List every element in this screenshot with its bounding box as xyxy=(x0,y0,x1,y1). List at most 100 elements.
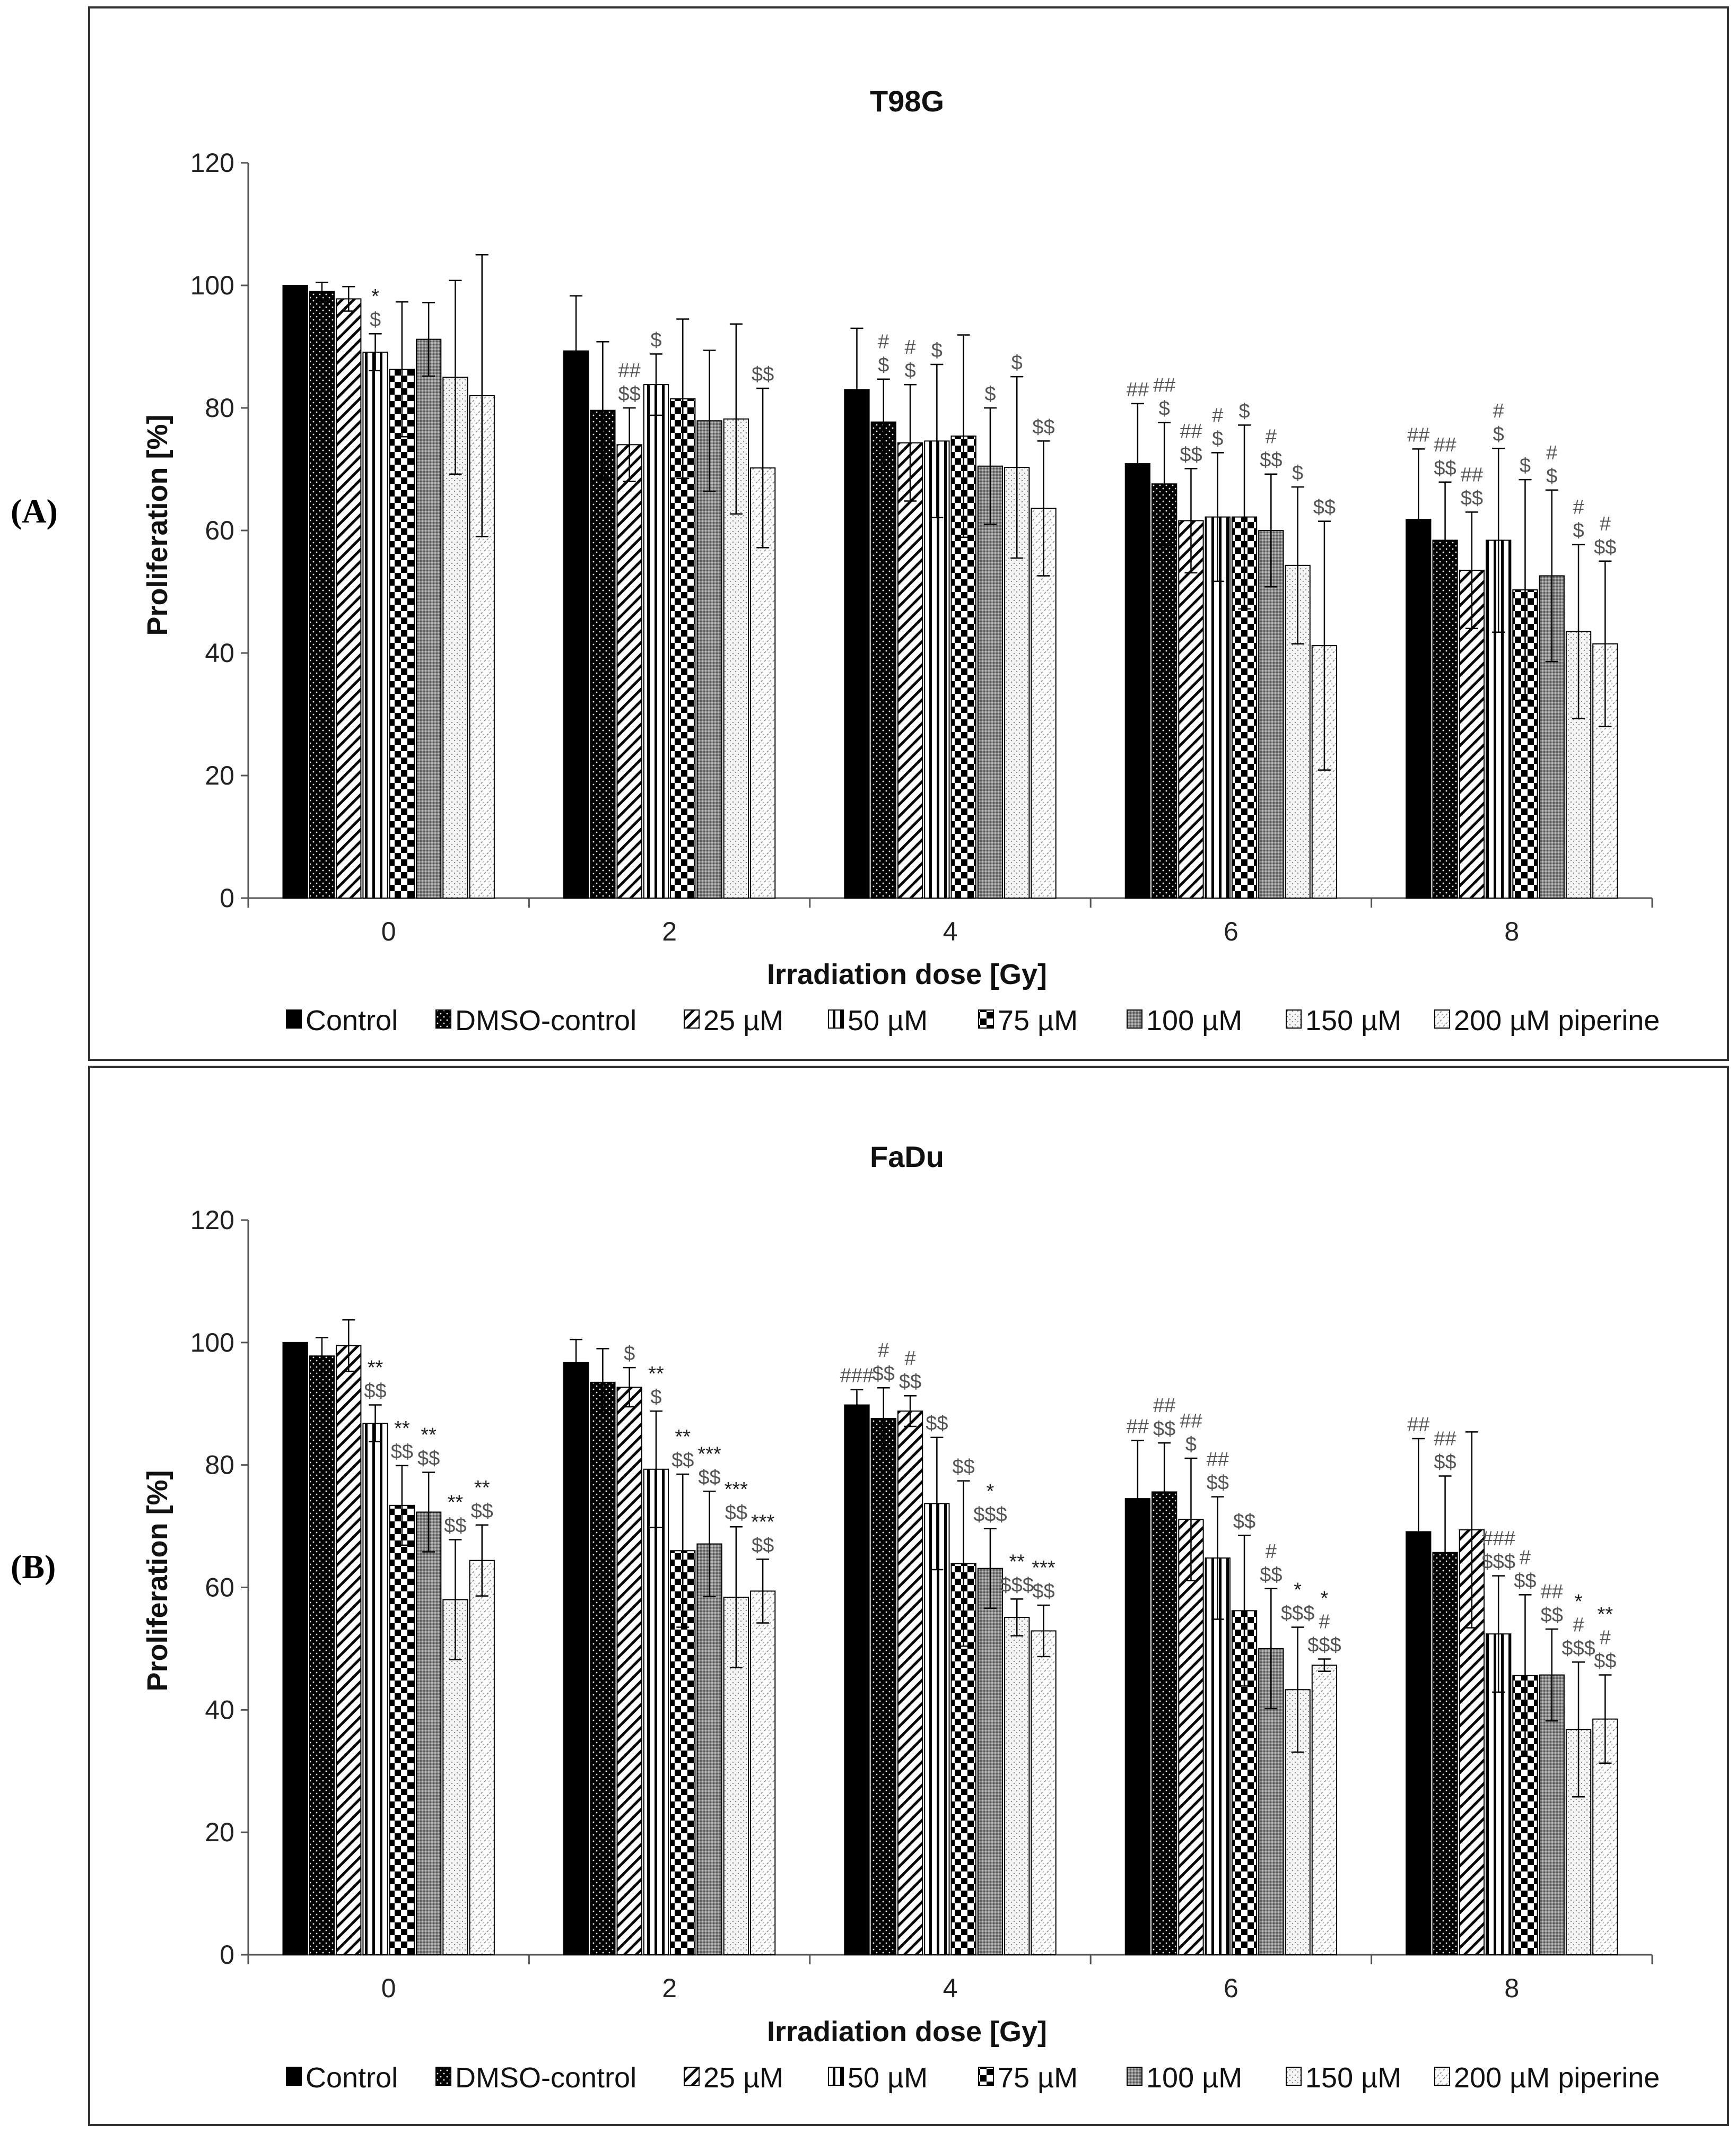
y-tick-label: 0 xyxy=(220,883,234,913)
significance-mark: $$ xyxy=(752,1534,774,1556)
significance-mark: $$ xyxy=(1032,1580,1054,1603)
significance-mark: ** xyxy=(368,1357,383,1379)
bar-100-m-0gy xyxy=(415,338,442,899)
y-tick-label: 40 xyxy=(205,1695,234,1725)
legend-label: 100 µM xyxy=(1146,1005,1242,1037)
significance-mark: $$ xyxy=(1594,536,1616,559)
y-tick-label: 100 xyxy=(190,1328,234,1357)
legend-label: DMSO-control xyxy=(455,1005,636,1037)
significance-mark: $$ xyxy=(752,363,774,386)
significance-mark: ** xyxy=(1598,1604,1613,1626)
legend-swatch xyxy=(684,1009,700,1029)
significance-mark: $$ xyxy=(725,1502,747,1524)
x-tick-label: 8 xyxy=(1504,1973,1519,2003)
legend-label: 50 µM xyxy=(848,2062,928,2094)
panel-a-letter: (A) xyxy=(11,492,58,530)
chart-a-title: T98G xyxy=(870,84,944,118)
legend-swatch xyxy=(286,2067,302,2086)
significance-mark: * xyxy=(371,285,379,308)
significance-mark: $$$ xyxy=(1481,1551,1515,1573)
bar-dmso-control-8gy xyxy=(1432,539,1458,899)
significance-mark: ** xyxy=(648,1363,664,1385)
significance-mark: # xyxy=(1493,400,1504,422)
bar-dmso-control-4gy xyxy=(870,421,896,899)
significance-mark: * xyxy=(1294,1579,1302,1601)
legend-swatch xyxy=(435,1009,451,1029)
significance-mark: $ xyxy=(904,360,915,382)
significance-mark: # xyxy=(1573,1614,1584,1636)
bar-50-m-2gy xyxy=(643,1468,669,1955)
significance-mark: ## xyxy=(1180,1410,1202,1432)
chart-b-title: FaDu xyxy=(870,1140,944,1173)
panel-b-letter: (B) xyxy=(11,1548,56,1586)
significance-mark: $ xyxy=(1011,352,1023,374)
significance-mark: ** xyxy=(675,1426,691,1448)
bar-50-m-0gy xyxy=(362,1423,388,1955)
significance-mark: ## xyxy=(1407,1414,1429,1436)
legend-swatch xyxy=(1286,1009,1302,1029)
legend-swatch xyxy=(684,2067,700,2086)
significance-mark: $ xyxy=(878,354,889,377)
legend-swatch xyxy=(1434,2067,1450,2086)
chart-b-ylabel: Proliferation [%] xyxy=(142,1470,173,1691)
significance-mark: $$$ xyxy=(1561,1637,1595,1659)
significance-mark: $ xyxy=(1573,520,1584,542)
significance-mark: $$ xyxy=(899,1371,921,1393)
significance-mark: $ xyxy=(1292,462,1303,484)
significance-mark: $$ xyxy=(1032,416,1054,438)
significance-mark: * xyxy=(1575,1590,1583,1613)
bar-dmso-control-2gy xyxy=(590,410,616,899)
significance-mark: $ xyxy=(1546,465,1557,487)
x-tick-label: 4 xyxy=(943,1973,958,2003)
legend-swatch xyxy=(828,1009,844,1029)
significance-mark: ## xyxy=(1127,379,1149,401)
bar-25-m-2gy xyxy=(616,1387,642,1955)
significance-mark: ## xyxy=(1541,1581,1563,1603)
significance-mark: ### xyxy=(1481,1528,1515,1550)
y-tick-label: 100 xyxy=(190,271,234,300)
bar-50-m-2gy xyxy=(643,384,669,899)
legend-label: 25 µM xyxy=(703,2062,783,2094)
significance-mark: ## xyxy=(1461,464,1483,486)
significance-mark: ## xyxy=(1180,420,1202,442)
bar-25-m-4gy xyxy=(897,1411,923,1956)
significance-mark: # xyxy=(1600,513,1611,535)
significance-mark: $$ xyxy=(953,1456,975,1478)
bar-dmso-control-6gy xyxy=(1151,483,1177,899)
x-tick-label: 0 xyxy=(381,1973,396,2003)
significance-mark: $$ xyxy=(417,1448,440,1470)
bar-25-m-6gy xyxy=(1178,520,1204,899)
legend-label: Control xyxy=(306,2062,398,2094)
significance-mark: $ xyxy=(1185,1433,1197,1456)
legend-swatch xyxy=(1434,1009,1450,1029)
legend-label: DMSO-control xyxy=(455,2062,636,2094)
legend-label: 75 µM xyxy=(998,1005,1078,1037)
y-tick-label: 20 xyxy=(205,761,234,790)
significance-mark: $$ xyxy=(1313,497,1336,519)
significance-mark: ** xyxy=(1009,1551,1025,1573)
significance-mark: $ xyxy=(370,309,381,331)
significance-mark: # xyxy=(904,1347,915,1370)
legend-label: 100 µM xyxy=(1146,2062,1242,2094)
legend-swatch xyxy=(1127,2067,1142,2086)
bar-100-m-2gy xyxy=(696,1543,722,1956)
significance-mark: # xyxy=(904,336,915,359)
legend-label: Control xyxy=(306,1005,398,1037)
significance-mark: $$ xyxy=(1207,1472,1229,1494)
x-tick-label: 2 xyxy=(662,1973,677,2003)
significance-mark: $ xyxy=(1493,423,1504,446)
significance-mark: ## xyxy=(1127,1416,1149,1438)
significance-mark: $$$ xyxy=(1307,1634,1341,1657)
bar-control-4gy xyxy=(844,389,870,899)
bar-100-m-2gy xyxy=(696,420,722,899)
significance-mark: ** xyxy=(394,1417,410,1440)
bar-75-m-0gy xyxy=(389,369,415,899)
x-tick-label: 0 xyxy=(381,917,396,946)
significance-mark: $ xyxy=(931,339,943,362)
y-tick-label: 60 xyxy=(205,516,234,545)
legend-swatch xyxy=(286,1009,302,1029)
bar-25-m-0gy xyxy=(336,298,362,899)
significance-mark: $$ xyxy=(873,1363,895,1385)
